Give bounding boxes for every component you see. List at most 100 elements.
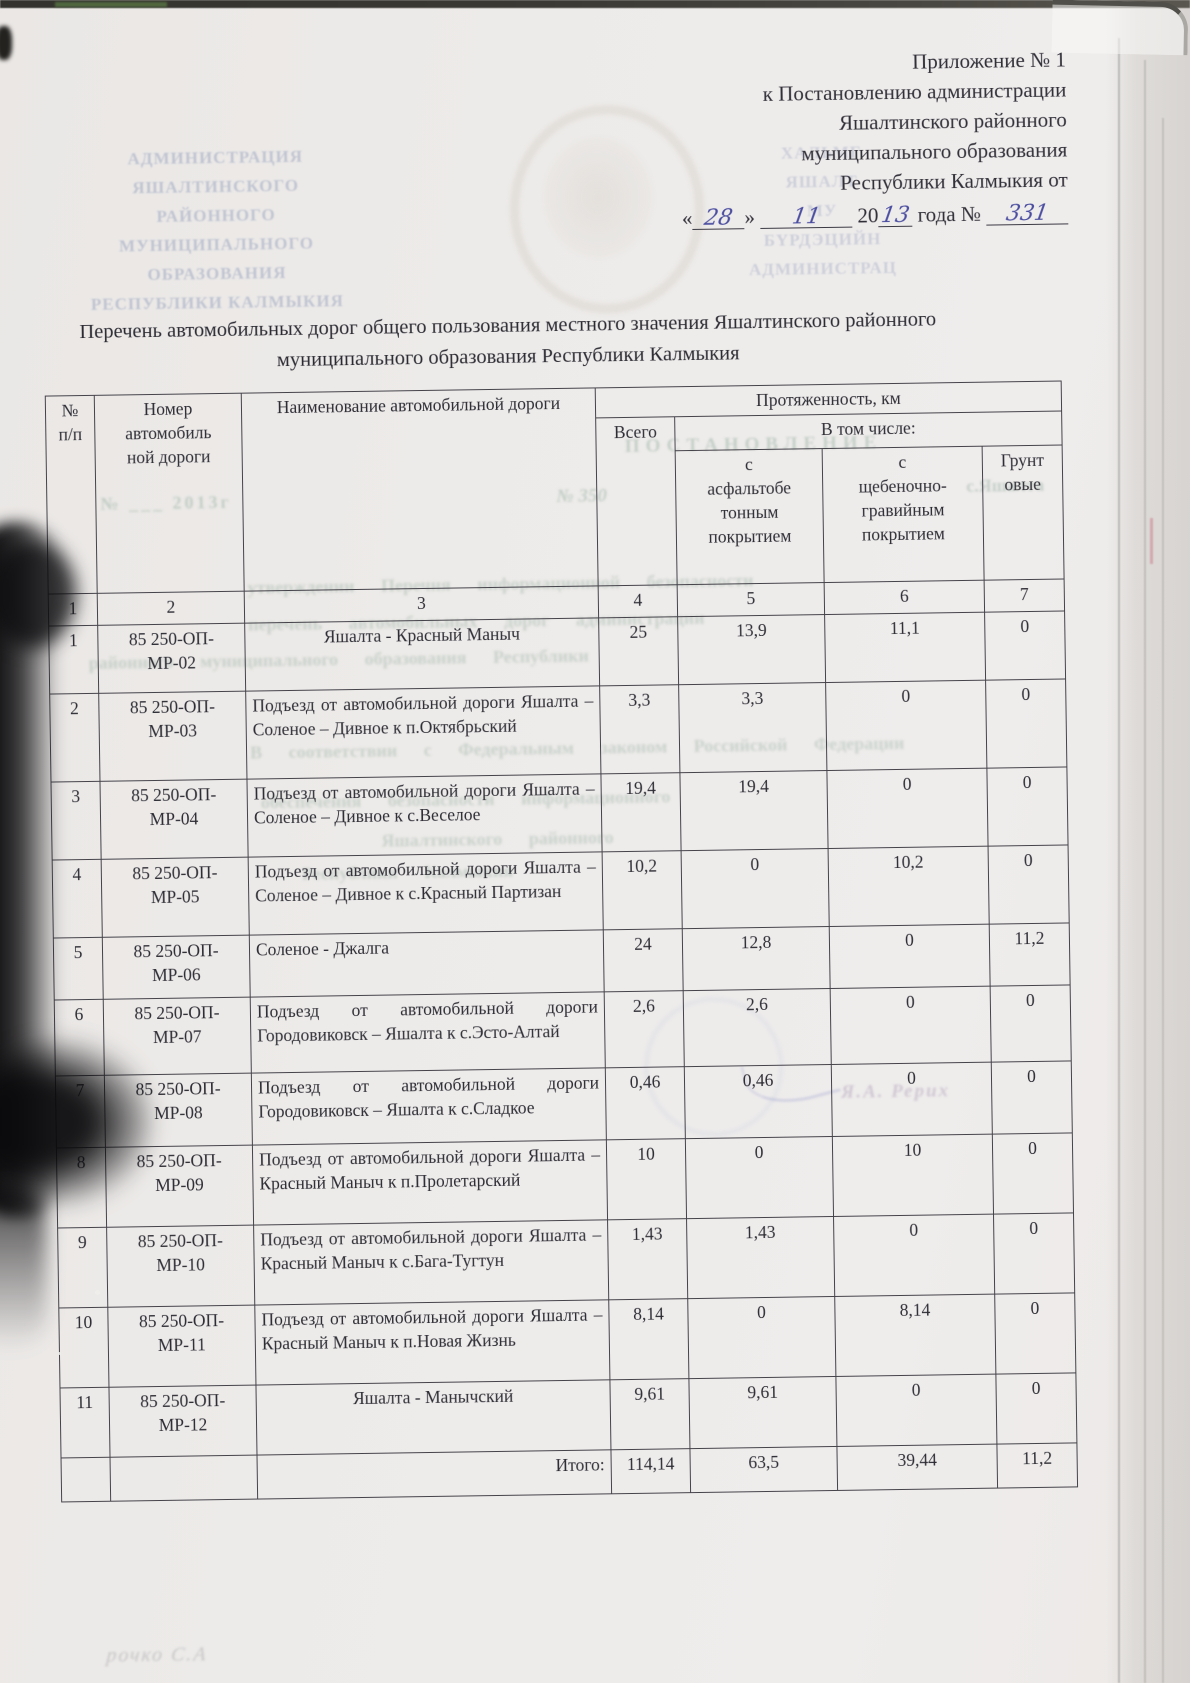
- cell-gravel: 10,2: [828, 846, 990, 927]
- pink-edge-mark: [1150, 518, 1153, 564]
- totals-asphalt: 63,5: [689, 1446, 838, 1493]
- header-col-asphalt: с асфальтобе тонным покрытием: [675, 448, 825, 585]
- cell-total: 3,3: [599, 684, 680, 774]
- page-edge-line: [1144, 60, 1146, 1683]
- cell-num: 7: [55, 1075, 106, 1148]
- cell-road-number: 85 250-ОП- МР-03: [98, 691, 247, 782]
- table-row: 3 85 250-ОП- МР-04 Подъезд от автомобиль…: [50, 766, 1069, 861]
- cell-asphalt: 9,61: [688, 1376, 837, 1449]
- close-quote: »: [744, 205, 756, 230]
- cell-gravel: 0: [830, 986, 992, 1065]
- document-title: Перечень автомобильных дорог общего поль…: [79, 308, 937, 372]
- year-prefix: 20: [857, 203, 879, 228]
- column-index: 2: [97, 591, 245, 626]
- cell-road-number: 85 250-ОП- МР-12: [108, 1385, 257, 1458]
- cell-road-number: 85 250-ОП- МР-05: [101, 857, 250, 938]
- cell-road-name: Подъезд от автомобильной дороги Городови…: [251, 1067, 607, 1146]
- cell-num: 8: [56, 1147, 107, 1228]
- header-col-including: В том числе:: [674, 411, 1063, 451]
- cell-num: 5: [53, 937, 104, 1001]
- page-edge-line: [1118, 38, 1120, 1683]
- cell-dirt: 0: [991, 1060, 1073, 1135]
- cell-num: 4: [52, 859, 103, 939]
- header-col-dirt: Грунт овые: [982, 445, 1065, 581]
- totals-total: 114,14: [610, 1448, 691, 1494]
- cell-total: 10,2: [602, 850, 683, 930]
- cell-asphalt: 0: [687, 1296, 836, 1379]
- cell-num: 10: [58, 1307, 109, 1388]
- cell-road-number: 85 250-ОП- МР-02: [97, 623, 246, 694]
- dust-speck: [58, 1352, 61, 1355]
- scanner-top-edge: [0, 0, 1190, 8]
- handwritten-day: 28: [692, 205, 745, 231]
- cell-road-number: 85 250-ОП- МР-06: [102, 935, 251, 1000]
- cell-total: 10: [606, 1138, 687, 1220]
- header-col-total: Всего: [595, 416, 678, 586]
- table-row: 4 85 250-ОП- МР-05 Подъезд от автомобиль…: [52, 844, 1070, 939]
- bleedthrough-left-letterhead: АДМИНИСТРАЦИЯ ЯШАЛТИНСКОГО РАЙОННОГО МУН…: [90, 146, 345, 314]
- column-index: 6: [824, 580, 985, 615]
- cell-road-name: Подъезд от автомобильной дороги Яшалта –…: [246, 773, 603, 858]
- cell-gravel: 0: [833, 1214, 995, 1297]
- cell-total: 24: [603, 928, 684, 992]
- column-index: 7: [984, 578, 1065, 613]
- cell-road-name: Подъезд от автомобильной дороги Яшалта –…: [248, 851, 604, 936]
- cell-num: 11: [59, 1387, 111, 1458]
- cell-gravel: 0: [826, 768, 989, 849]
- cell-road-number: 85 250-ОП- МР-07: [103, 997, 252, 1076]
- cell-dirt: 0: [994, 1292, 1076, 1375]
- cell-gravel: 0: [831, 1062, 993, 1137]
- cell-dirt: 0: [988, 844, 1070, 925]
- cell-total: 0,46: [605, 1066, 686, 1140]
- year-word: года: [917, 202, 956, 227]
- pencil-note: рочко С.А: [105, 1643, 209, 1667]
- cell-road-number: 85 250-ОП- МР-11: [107, 1305, 256, 1388]
- table-row: 9 85 250-ОП- МР-10 Подъезд от автомобиль…: [57, 1212, 1075, 1308]
- cell-dirt: 0: [985, 678, 1067, 769]
- cell-dirt: 0: [993, 1212, 1075, 1295]
- cell-num: 9: [57, 1227, 108, 1308]
- cell-asphalt: 19,4: [679, 770, 829, 851]
- cell-empty: [61, 1457, 111, 1502]
- cell-asphalt: 2,6: [683, 988, 832, 1067]
- cell-road-number: 85 250-ОП- МР-09: [105, 1145, 254, 1228]
- column-index: 3: [244, 585, 599, 624]
- page-stack-edge-zone: [1106, 0, 1190, 1683]
- cell-road-name: Соленое - Джалга: [249, 929, 605, 998]
- table-row: 8 85 250-ОП- МР-09 Подъезд от автомобиль…: [56, 1132, 1074, 1228]
- roads-table: № п/п Номер автомобиль ной дороги Наимен…: [45, 381, 1078, 1503]
- cell-gravel: 8,14: [834, 1294, 996, 1377]
- appendix-line: Республики Калмыкия от: [840, 167, 1068, 195]
- appendix-block: Приложение № 1 к Постановлению администр…: [646, 44, 1069, 233]
- handwritten-year: 13: [878, 202, 913, 229]
- cell-road-name: Яшалта - Красный Маныч: [244, 617, 600, 692]
- open-quote: «: [681, 205, 693, 231]
- handwritten-month: 11: [759, 204, 853, 230]
- cell-asphalt: 0: [681, 848, 830, 929]
- column-index: 5: [677, 582, 825, 617]
- header-col-gravel: с щебеночно- гравийным покрытием: [822, 446, 985, 583]
- column-index: 1: [48, 593, 98, 627]
- totals-label: Итого:: [256, 1449, 612, 1500]
- cell-road-name: Подъезд от автомобильной дороги Яшалта –…: [254, 1299, 610, 1386]
- cell-total: 19,4: [600, 772, 682, 852]
- cell-total: 8,14: [608, 1298, 689, 1380]
- cell-dirt: 0: [990, 984, 1072, 1063]
- totals-dirt: 11,2: [996, 1442, 1078, 1489]
- cell-road-name: Подъезд от автомобильной дороги Городови…: [250, 991, 606, 1074]
- page-edge-line: [1162, 118, 1164, 1683]
- cell-road-name: Яшалта - Манычский: [255, 1379, 611, 1456]
- cell-asphalt: 12,8: [682, 926, 831, 991]
- cell-asphalt: 0,46: [684, 1064, 833, 1139]
- cell-road-name: Подъезд от автомобильной дороги Яшалта –…: [245, 685, 601, 780]
- header-col-num: № п/п: [45, 395, 98, 595]
- cell-asphalt: 0: [685, 1136, 834, 1219]
- cell-total: 1,43: [607, 1218, 688, 1300]
- cell-road-name: Подъезд от автомобильной дороги Яшалта –…: [253, 1219, 609, 1306]
- column-index: 4: [598, 584, 678, 618]
- cell-dirt: 0: [995, 1372, 1077, 1445]
- date-line: «28» 11 2013 года № 331: [648, 197, 1069, 233]
- table-row: 10 85 250-ОП- МР-11 Подъезд от автомобил…: [58, 1292, 1076, 1388]
- cell-total: 2,6: [604, 990, 685, 1068]
